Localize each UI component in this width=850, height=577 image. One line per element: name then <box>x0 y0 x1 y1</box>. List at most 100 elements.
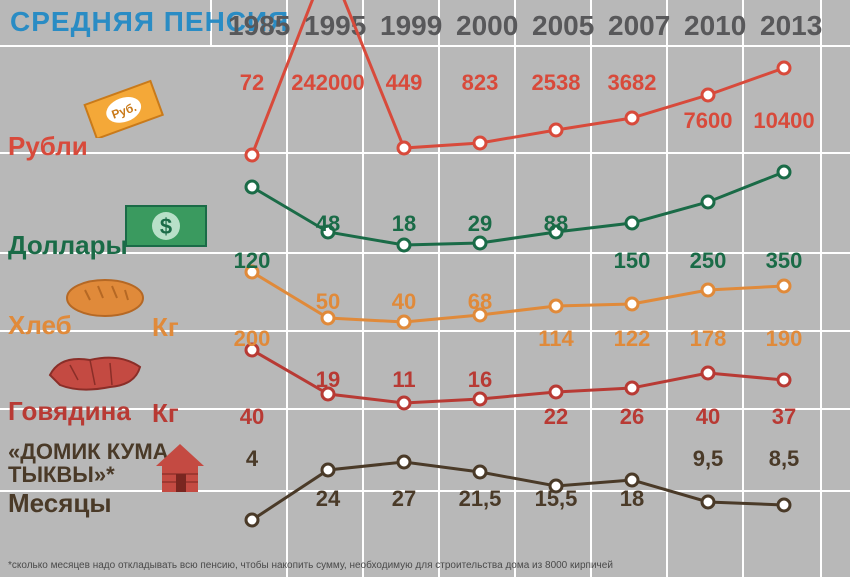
val-rubles-1: 242000 <box>291 70 364 96</box>
marker-beef-6 <box>702 367 714 379</box>
marker-rubles-4 <box>550 124 562 136</box>
val-beef-2: 11 <box>392 367 415 393</box>
year-5: 2007 <box>608 10 670 42</box>
val-dollars-5: 150 <box>614 248 651 274</box>
infographic-canvas: { "title": {"text":"СРЕДНЯЯ ПЕНСИЯ","col… <box>0 0 850 577</box>
marker-house-2 <box>398 456 410 468</box>
hgrid-1 <box>0 152 850 154</box>
vgrid-1 <box>286 0 288 577</box>
val-dollars-0: 120 <box>234 248 271 274</box>
val-rubles-7: 10400 <box>753 108 814 134</box>
footnote: *сколько месяцев надо откладывать всю пе… <box>8 560 613 571</box>
vgrid-5 <box>590 0 592 577</box>
marker-house-1 <box>322 464 334 476</box>
dollar-icon: $ <box>122 200 212 259</box>
year-0: 1985 <box>228 10 290 42</box>
marker-beef-5 <box>626 382 638 394</box>
svg-text:$: $ <box>160 214 172 239</box>
label-rubles: Рубли <box>8 133 88 160</box>
marker-bread-2 <box>398 316 410 328</box>
val-rubles-0: 72 <box>240 70 264 96</box>
marker-dollars-2 <box>398 239 410 251</box>
vgrid-4 <box>514 0 516 577</box>
marker-house-6 <box>702 496 714 508</box>
val-house-0: 4 <box>246 446 258 472</box>
val-beef-1: 19 <box>316 367 340 393</box>
year-7: 2013 <box>760 10 822 42</box>
marker-rubles-7 <box>778 62 790 74</box>
label-house: «ДОМИК КУМАТЫКВЫ»* <box>8 440 169 486</box>
marker-rubles-5 <box>626 112 638 124</box>
marker-dollars-0 <box>246 181 258 193</box>
marker-beef-4 <box>550 386 562 398</box>
val-beef-6: 40 <box>696 404 720 430</box>
marker-house-5 <box>626 474 638 486</box>
val-bread-3: 68 <box>468 289 492 315</box>
year-6: 2010 <box>684 10 746 42</box>
val-rubles-4: 2538 <box>532 70 581 96</box>
val-rubles-2: 449 <box>386 70 423 96</box>
val-beef-4: 22 <box>544 404 568 430</box>
val-rubles-6: 7600 <box>684 108 733 134</box>
marker-rubles-0 <box>246 149 258 161</box>
val-beef-3: 16 <box>468 367 492 393</box>
val-bread-4: 114 <box>538 326 574 352</box>
marker-dollars-3 <box>474 237 486 249</box>
val-bread-7: 190 <box>766 326 803 352</box>
sublabel-months: Месяцы <box>8 490 112 517</box>
ruble-icon: Руб. <box>78 78 168 143</box>
hgrid-0 <box>0 45 850 47</box>
marker-beef-3 <box>474 393 486 405</box>
val-house-2: 27 <box>392 486 416 512</box>
beef-icon <box>40 345 150 405</box>
val-beef-0: 40 <box>240 404 264 430</box>
marker-house-7 <box>778 499 790 511</box>
val-dollars-4: 88 <box>544 211 568 237</box>
unit-beef: Кг <box>152 398 179 429</box>
year-1: 1995 <box>304 10 366 42</box>
val-beef-5: 26 <box>620 404 644 430</box>
vgrid-7 <box>742 0 744 577</box>
val-bread-0: 200 <box>234 326 271 352</box>
marker-beef-7 <box>778 374 790 386</box>
year-3: 2000 <box>456 10 518 42</box>
val-house-4: 15,5 <box>535 486 578 512</box>
val-dollars-3: 29 <box>468 211 492 237</box>
val-beef-7: 37 <box>772 404 796 430</box>
year-4: 2005 <box>532 10 594 42</box>
marker-dollars-5 <box>626 217 638 229</box>
val-bread-6: 178 <box>690 326 727 352</box>
val-bread-1: 50 <box>316 289 340 315</box>
marker-dollars-7 <box>778 166 790 178</box>
val-bread-2: 40 <box>392 289 416 315</box>
val-dollars-6: 250 <box>690 248 727 274</box>
marker-house-3 <box>474 466 486 478</box>
marker-bread-5 <box>626 298 638 310</box>
bread-icon <box>60 270 150 325</box>
val-bread-5: 122 <box>614 326 651 352</box>
val-house-5: 18 <box>620 486 644 512</box>
marker-dollars-6 <box>702 196 714 208</box>
label-dollars: Доллары <box>8 232 128 259</box>
val-rubles-3: 823 <box>462 70 499 96</box>
marker-rubles-3 <box>474 137 486 149</box>
val-house-6: 9,5 <box>693 446 724 472</box>
marker-bread-4 <box>550 300 562 312</box>
marker-rubles-6 <box>702 89 714 101</box>
vgrid-8 <box>820 0 822 577</box>
val-house-3: 21,5 <box>459 486 502 512</box>
vgrid-6 <box>666 0 668 577</box>
unit-bread: Кг <box>152 312 179 343</box>
val-dollars-2: 18 <box>392 211 416 237</box>
marker-bread-6 <box>702 284 714 296</box>
vgrid-3 <box>438 0 440 577</box>
marker-house-0 <box>246 514 258 526</box>
val-dollars-7: 350 <box>766 248 803 274</box>
marker-bread-7 <box>778 280 790 292</box>
house-icon <box>150 440 210 500</box>
val-dollars-1: 48 <box>316 211 340 237</box>
val-house-7: 8,5 <box>769 446 800 472</box>
val-house-1: 24 <box>316 486 340 512</box>
val-rubles-5: 3682 <box>608 70 657 96</box>
hgrid-5 <box>0 490 850 492</box>
